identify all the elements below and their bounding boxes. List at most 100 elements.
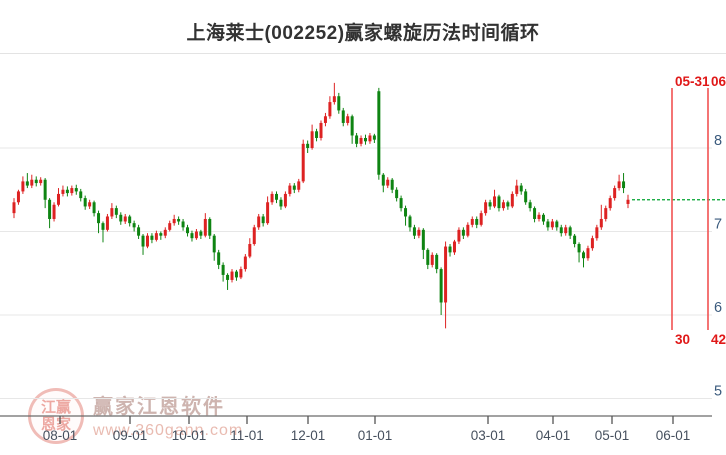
- candle-body: [448, 246, 452, 253]
- candle: [34, 176, 38, 187]
- candle-body: [622, 181, 626, 189]
- candle: [168, 220, 172, 232]
- x-axis-label: 12-01: [291, 428, 326, 443]
- candle: [319, 120, 323, 141]
- x-axis-label: 01-01: [358, 428, 393, 443]
- candle: [226, 273, 230, 290]
- candle-body: [159, 233, 163, 236]
- candle: [70, 185, 74, 196]
- candle-body: [421, 229, 425, 250]
- candle: [386, 177, 390, 189]
- candle-body: [390, 179, 394, 190]
- candle: [435, 253, 439, 274]
- candle: [292, 183, 296, 194]
- candle-body: [604, 208, 608, 219]
- x-axis-label: 09-01: [113, 428, 148, 443]
- candle-body: [510, 193, 514, 207]
- candle-body: [288, 185, 292, 194]
- candle-body: [177, 218, 181, 222]
- y-axis-label: 7: [714, 217, 722, 233]
- candle-body: [359, 137, 363, 144]
- candle: [510, 191, 514, 209]
- candle-body: [399, 198, 403, 209]
- watermark-text: 赢家江恩软件 www.360gann.com: [93, 388, 243, 440]
- candle: [12, 198, 16, 219]
- candle: [177, 216, 181, 225]
- candle: [466, 222, 470, 238]
- candle: [52, 202, 56, 222]
- seal-row1: 江赢: [40, 399, 71, 416]
- candle-body: [386, 179, 390, 186]
- candle-body: [208, 218, 212, 236]
- candle: [194, 228, 198, 240]
- candle: [363, 134, 367, 145]
- candle: [577, 242, 581, 263]
- candle: [430, 252, 434, 268]
- candle-body: [257, 216, 261, 228]
- candle: [234, 269, 238, 281]
- candle: [457, 227, 461, 245]
- candle-body: [395, 189, 399, 199]
- candle-body: [555, 221, 559, 228]
- candle-body: [626, 199, 630, 204]
- candle: [332, 82, 336, 105]
- candle-body: [439, 269, 443, 303]
- candle: [439, 267, 443, 315]
- candle-body: [21, 181, 25, 192]
- candle-body: [408, 216, 412, 228]
- candle-body: [97, 213, 101, 224]
- candle-body: [181, 221, 185, 228]
- candle: [301, 139, 305, 184]
- candle-body: [599, 218, 603, 228]
- candle-body: [141, 235, 145, 247]
- candle-body: [426, 249, 430, 265]
- candle: [306, 140, 310, 154]
- candle: [350, 114, 354, 144]
- cycle-markers: 05-31 30 06 42: [671, 74, 726, 347]
- candle-body: [337, 96, 341, 111]
- candle-body: [83, 198, 87, 207]
- candle: [208, 217, 212, 240]
- candle: [328, 96, 332, 119]
- candle: [622, 173, 626, 194]
- candle-body: [608, 198, 612, 209]
- candle: [426, 248, 430, 270]
- cycle-count-label: 30: [675, 332, 690, 347]
- candle: [212, 234, 216, 261]
- candle: [230, 269, 234, 283]
- candle: [297, 178, 301, 193]
- candle-body: [74, 188, 78, 192]
- candle: [128, 214, 132, 227]
- candle-body: [123, 216, 127, 222]
- candle: [150, 233, 154, 244]
- candle-body: [301, 143, 305, 182]
- candle-body: [65, 189, 69, 194]
- candle-body: [88, 202, 92, 207]
- candle: [337, 92, 341, 114]
- candle: [452, 239, 456, 255]
- candle-body: [226, 274, 230, 280]
- candle: [533, 206, 537, 223]
- candle: [381, 173, 385, 193]
- candle-body: [332, 96, 336, 103]
- candle-body: [328, 102, 332, 117]
- candle-body: [105, 216, 109, 230]
- candle: [16, 189, 20, 205]
- candle: [56, 188, 60, 207]
- candle-body: [519, 185, 523, 192]
- candle: [65, 186, 69, 197]
- y-axis-label: 8: [714, 133, 722, 149]
- candle: [341, 107, 345, 127]
- candle: [568, 225, 572, 240]
- candle-body: [341, 110, 345, 123]
- seal-row2: 恩家: [40, 416, 71, 433]
- candle-body: [137, 227, 141, 236]
- candle-body: [368, 135, 372, 142]
- candle: [248, 238, 252, 259]
- candle-body: [515, 185, 519, 194]
- candle-body: [145, 235, 149, 247]
- candle: [83, 195, 87, 210]
- candle: [154, 230, 158, 242]
